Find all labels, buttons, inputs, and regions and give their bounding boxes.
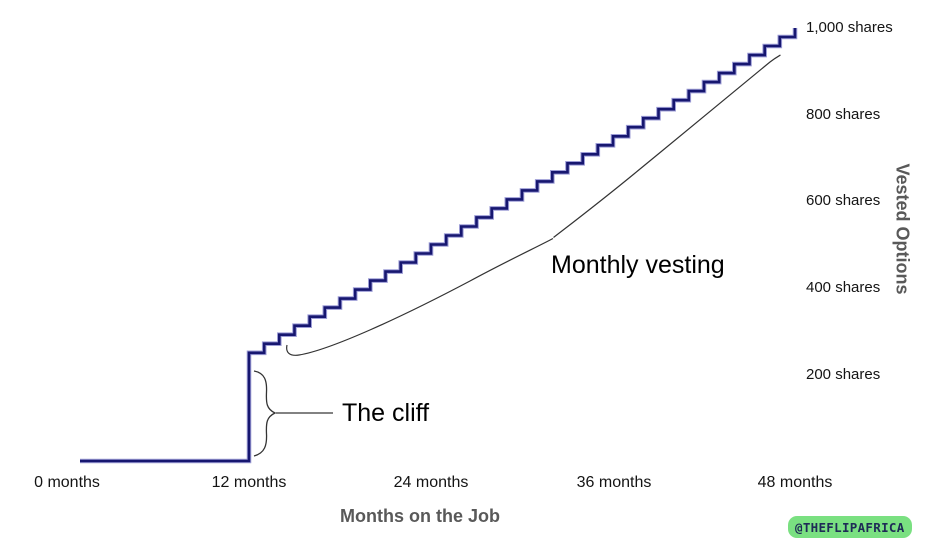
x-tick-36-months: 36 months — [576, 474, 652, 491]
watermark-badge: @THEFLIPAFRICA — [788, 516, 912, 538]
annotation-the-cliff: The cliff — [342, 399, 430, 427]
y-axis-title: Vested Options — [892, 163, 913, 295]
cliff-brace — [253, 370, 277, 457]
y-tick-400-shares: 400 shares — [806, 279, 881, 296]
monthly-vesting-brace-left — [286, 237, 554, 356]
y-tick-800-shares: 800 shares — [806, 106, 881, 123]
y-tick-200-shares: 200 shares — [806, 366, 881, 383]
monthly-vesting-brace-right — [553, 54, 781, 238]
x-axis-title: Months on the Job — [340, 506, 500, 526]
y-tick-1000-shares: 1,000 shares — [806, 19, 893, 36]
vesting-step-line-core — [80, 28, 797, 463]
x-tick-48-months: 48 months — [757, 474, 833, 491]
x-tick-12-months: 12 months — [211, 474, 287, 491]
y-tick-600-shares: 600 shares — [806, 192, 881, 209]
x-tick-24-months: 24 months — [393, 474, 469, 491]
x-tick-0-months: 0 months — [34, 474, 100, 491]
annotation-monthly-vesting: Monthly vesting — [551, 251, 725, 279]
